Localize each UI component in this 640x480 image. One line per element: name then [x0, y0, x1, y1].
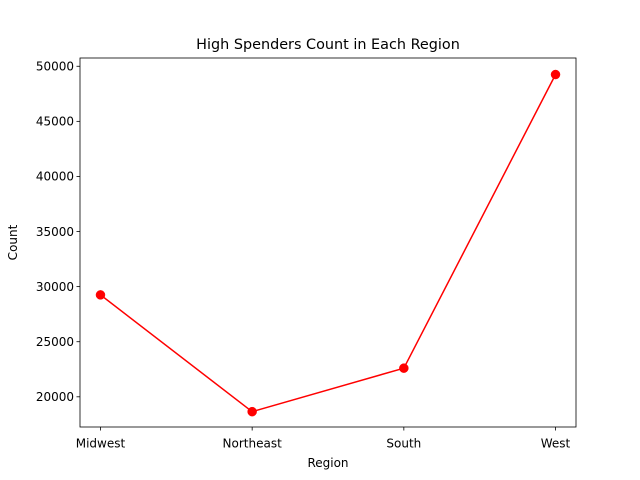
axes-frame: [79, 57, 577, 428]
data-point: [247, 406, 257, 417]
x-tick-label: Northeast: [223, 437, 283, 451]
y-axis-label: Count: [6, 224, 20, 260]
plot-area: [95, 69, 561, 417]
data-point: [95, 290, 106, 300]
x-axis-label: Region: [307, 456, 348, 470]
y-tick-label: 35000: [36, 225, 74, 239]
x-tick-label: Midwest: [76, 437, 126, 451]
y-tick-label: 20000: [36, 390, 74, 404]
y-tick-label: 25000: [36, 335, 74, 349]
chart-title: High Spenders Count in Each Region: [196, 37, 460, 53]
data-point: [399, 363, 409, 373]
y-tick-label: 40000: [36, 170, 74, 184]
x-tick-label: West: [541, 437, 571, 451]
y-tick-label: 30000: [36, 280, 74, 294]
x-tick-label: South: [386, 437, 421, 451]
y-tick-label: 50000: [36, 60, 74, 74]
data-point: [550, 69, 561, 80]
series-line: [99, 73, 557, 413]
y-tick-label: 45000: [36, 115, 74, 129]
